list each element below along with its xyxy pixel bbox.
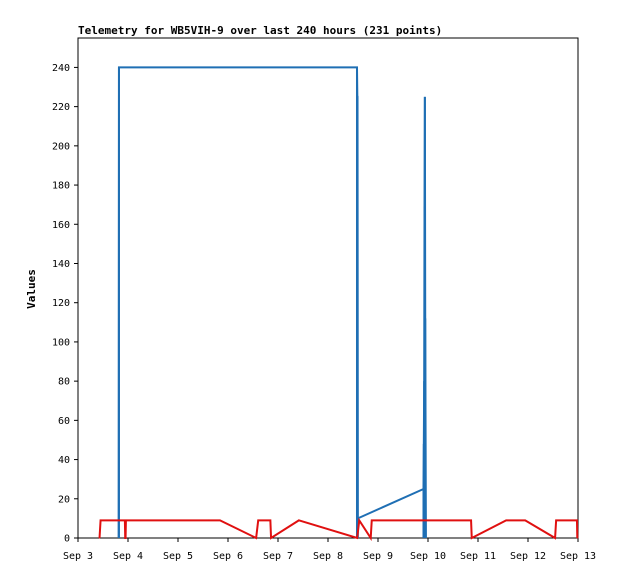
- data-point: [371, 519, 373, 521]
- data-point: [555, 519, 557, 521]
- data-point: [255, 537, 257, 539]
- data-point: [576, 537, 578, 539]
- data-point: [554, 537, 556, 539]
- x-tick-label: Sep 6: [213, 551, 243, 562]
- data-point: [576, 519, 578, 521]
- y-tick-label: 100: [52, 337, 70, 348]
- x-tick-label: Sep 9: [363, 551, 393, 562]
- y-tick-label: 40: [58, 455, 70, 466]
- x-tick-label: Sep 5: [163, 551, 193, 562]
- data-point: [124, 537, 127, 539]
- y-tick-label: 180: [52, 181, 70, 192]
- data-point: [358, 519, 360, 521]
- y-tick-label: 60: [58, 416, 70, 427]
- data-point: [257, 519, 259, 521]
- y-tick-label: 240: [52, 63, 70, 74]
- x-axis: Sep 3 Sep 4 Sep 5 Sep 6 Sep 7 Sep 8 Sep 9 Sep 1…: [63, 538, 596, 562]
- x-tick-label: Sep 11: [460, 551, 496, 562]
- y-tick-label: 160: [52, 220, 70, 231]
- data-point: [269, 519, 271, 521]
- y-axis: 0 20 40 60 80 100 120 140 160 180 200 220 240: [52, 63, 78, 545]
- series-line: [117, 66, 427, 539]
- data-point: [270, 537, 272, 539]
- data-point: [524, 519, 526, 521]
- series-layer: [98, 66, 579, 542]
- data-point: [208, 519, 210, 521]
- data-point: [470, 519, 472, 521]
- x-tick-label: Sep 10: [410, 551, 446, 562]
- series-line: [98, 517, 579, 542]
- y-tick-label: 20: [58, 494, 70, 505]
- data-point: [505, 519, 507, 521]
- x-tick-label: Sep 4: [113, 551, 143, 562]
- data-point: [356, 537, 358, 539]
- x-tick-label: Sep 13: [560, 551, 596, 562]
- chart-title: Telemetry for WB5VIH-9 over last 240 hou…: [78, 24, 442, 37]
- x-tick-label: Sep 8: [313, 551, 343, 562]
- data-point: [370, 537, 372, 539]
- series-1: [98, 517, 579, 542]
- data-point: [403, 519, 405, 521]
- data-point: [219, 519, 221, 521]
- plot-frame: [77, 37, 579, 539]
- y-tick-label: 200: [52, 141, 70, 152]
- y-tick-label: 80: [58, 377, 70, 388]
- data-point: [506, 519, 508, 521]
- data-point: [98, 537, 101, 539]
- y-tick-label: 120: [52, 298, 70, 309]
- x-tick-label: Sep 3: [63, 551, 93, 562]
- data-point: [422, 519, 424, 521]
- x-tick-label: Sep 7: [263, 551, 293, 562]
- x-tick-label: Sep 12: [510, 551, 546, 562]
- y-tick-label: 0: [64, 534, 70, 545]
- data-point: [471, 537, 473, 539]
- data-point: [124, 519, 126, 521]
- data-point: [125, 519, 127, 521]
- data-point: [298, 519, 300, 521]
- data-point: [99, 519, 102, 521]
- y-axis-label: Values: [25, 269, 38, 309]
- series-0: [117, 66, 427, 539]
- y-tick-label: 220: [52, 102, 70, 113]
- y-tick-label: 140: [52, 259, 70, 270]
